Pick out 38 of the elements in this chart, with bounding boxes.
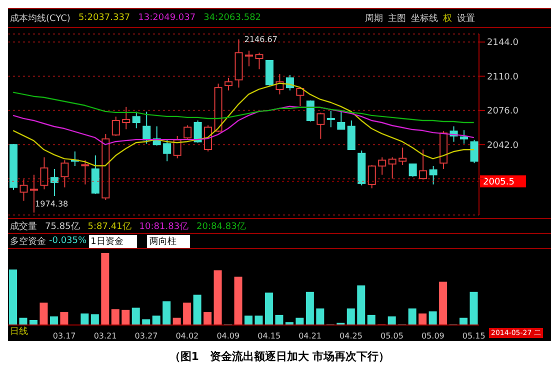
y-tick-label: 2042.0 <box>487 140 519 151</box>
x-tick-label: 04.25 <box>340 332 362 341</box>
x-tick-label: 05.15 <box>462 332 486 341</box>
text: 主图 <box>388 14 406 24</box>
text: 坐标线 <box>411 14 438 24</box>
y-tick-label: 2076.0 <box>487 106 519 117</box>
text: 10:81.83亿 <box>139 220 189 232</box>
text: （图1 资金流出额逐日加大 市场再次下行） <box>168 349 391 364</box>
text: 周期 <box>365 14 383 24</box>
text: 权 <box>443 14 452 24</box>
x-tick-label: 05.05 <box>380 332 404 341</box>
text: 设置 <box>457 14 475 24</box>
text: 75.85亿 <box>45 220 80 232</box>
ref-line-label: 2005.5 <box>483 177 514 188</box>
x-tick-label: 03.17 <box>52 332 76 341</box>
x-tick-label: 03.21 <box>94 332 117 341</box>
text: 日线 <box>10 326 28 338</box>
x-tick-label: 03.27 <box>134 332 158 341</box>
text: 5:2037.337 <box>78 13 130 23</box>
x-tick-label: 04.21 <box>298 332 322 341</box>
text: 13:2049.037 <box>138 13 196 23</box>
text: 两向柱 <box>147 234 190 248</box>
x-tick-label: 04.09 <box>216 332 240 341</box>
annotation: 2146.67 <box>244 35 278 44</box>
x-tick-label: 05.09 <box>421 332 444 341</box>
text: 成本均线(CYC) <box>10 12 70 24</box>
y-tick-label: 2144.0 <box>487 38 519 48</box>
text: 多空资金 <box>10 236 46 248</box>
y-tick-label: 2110.0 <box>487 72 519 82</box>
x-tick-label: 04.15 <box>258 332 281 341</box>
x-tick-label: 04.02 <box>176 332 199 341</box>
text: 1日资金 <box>88 234 138 248</box>
text: 34:2063.582 <box>204 13 262 23</box>
text: 20:84.83亿 <box>196 220 246 232</box>
annotation: 1974.38 <box>35 200 68 209</box>
text: 5:87.41亿 <box>88 220 132 232</box>
text: 成交量 <box>10 220 37 232</box>
text: -0.035% <box>49 236 87 246</box>
